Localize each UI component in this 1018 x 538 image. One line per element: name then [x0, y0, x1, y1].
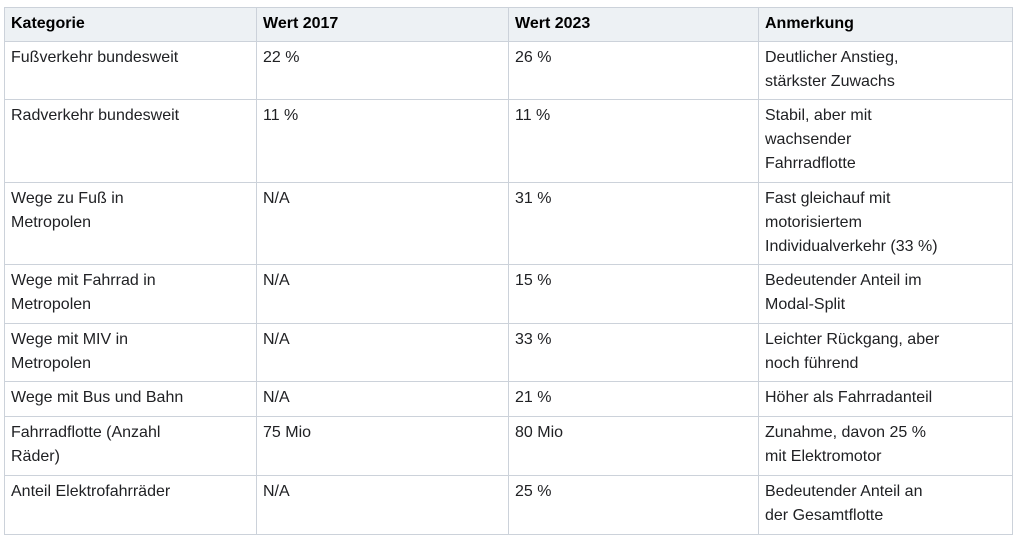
cell-wert-2023: 11 %	[508, 99, 759, 183]
cell-kategorie: Wege zu Fuß in Metropolen	[4, 182, 257, 265]
table-row: Wege zu Fuß in Metropolen N/A 31 % Fast …	[4, 182, 1013, 265]
table-row: Radverkehr bundesweit 11 % 11 % Stabil, …	[4, 99, 1013, 183]
column-header-wert-2017: Wert 2017	[256, 7, 509, 42]
cell-anmerkung: Zunahme, davon 25 % mit Elektromotor	[758, 416, 1013, 476]
table-row: Anteil Elektrofahrräder N/A 25 % Bedeute…	[4, 475, 1013, 535]
cell-kategorie: Fußverkehr bundesweit	[4, 41, 257, 100]
cell-kategorie: Fahrradflotte (Anzahl Räder)	[4, 416, 257, 476]
cell-kategorie: Wege mit Bus und Bahn	[4, 381, 257, 417]
cell-anmerkung: Höher als Fahrradanteil	[758, 381, 1013, 417]
cell-wert-2017: N/A	[256, 264, 509, 324]
cell-kategorie: Wege mit MIV in Metropolen	[4, 323, 257, 382]
cell-wert-2017: N/A	[256, 182, 509, 265]
cell-wert-2017: N/A	[256, 475, 509, 535]
table-header-row: Kategorie Wert 2017 Wert 2023 Anmerkung	[4, 7, 1013, 42]
cell-anmerkung: Leichter Rückgang, aber noch führend	[758, 323, 1013, 382]
cell-wert-2017: 11 %	[256, 99, 509, 183]
cell-kategorie: Radverkehr bundesweit	[4, 99, 257, 183]
modal-split-table: Kategorie Wert 2017 Wert 2023 Anmerkung …	[4, 7, 1013, 535]
cell-wert-2023: 15 %	[508, 264, 759, 324]
table-row: Fußverkehr bundesweit 22 % 26 % Deutlich…	[4, 41, 1013, 100]
cell-wert-2017: N/A	[256, 381, 509, 417]
column-header-kategorie: Kategorie	[4, 7, 257, 42]
cell-anmerkung: Deutlicher Anstieg, stärkster Zuwachs	[758, 41, 1013, 100]
cell-wert-2023: 31 %	[508, 182, 759, 265]
cell-anmerkung: Bedeutender Anteil im Modal-Split	[758, 264, 1013, 324]
cell-wert-2017: N/A	[256, 323, 509, 382]
column-header-anmerkung: Anmerkung	[758, 7, 1013, 42]
cell-wert-2023: 25 %	[508, 475, 759, 535]
cell-wert-2023: 21 %	[508, 381, 759, 417]
cell-anmerkung: Bedeutender Anteil an der Gesamtflotte	[758, 475, 1013, 535]
cell-wert-2017: 22 %	[256, 41, 509, 100]
table-row: Fahrradflotte (Anzahl Räder) 75 Mio 80 M…	[4, 416, 1013, 476]
cell-wert-2023: 80 Mio	[508, 416, 759, 476]
cell-wert-2017: 75 Mio	[256, 416, 509, 476]
table-row: Wege mit MIV in Metropolen N/A 33 % Leic…	[4, 323, 1013, 382]
cell-anmerkung: Fast gleichauf mit motorisiertem Individ…	[758, 182, 1013, 265]
cell-wert-2023: 26 %	[508, 41, 759, 100]
cell-anmerkung: Stabil, aber mit wachsender Fahrradflott…	[758, 99, 1013, 183]
cell-wert-2023: 33 %	[508, 323, 759, 382]
column-header-wert-2023: Wert 2023	[508, 7, 759, 42]
cell-kategorie: Wege mit Fahrrad in Metropolen	[4, 264, 257, 324]
cell-kategorie: Anteil Elektrofahrräder	[4, 475, 257, 535]
table-row: Wege mit Fahrrad in Metropolen N/A 15 % …	[4, 264, 1013, 324]
table-row: Wege mit Bus und Bahn N/A 21 % Höher als…	[4, 381, 1013, 417]
